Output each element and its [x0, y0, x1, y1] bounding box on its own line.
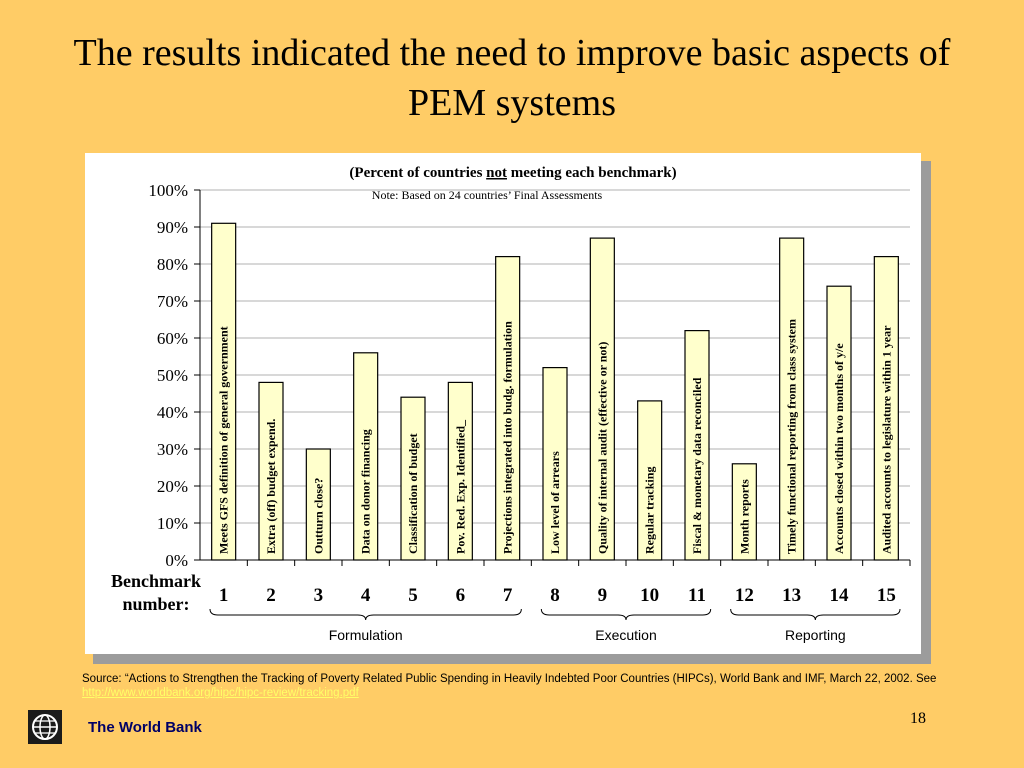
x-tick-label: 11 [688, 585, 706, 606]
group-label: Execution [595, 627, 656, 643]
x-tick-label: 3 [314, 585, 324, 606]
x-tick-label: 13 [782, 585, 801, 606]
bar-label: Fiscal & monetary data reconciled [690, 377, 704, 554]
bar [542, 367, 568, 561]
x-tick-label: 14 [830, 585, 850, 606]
bar [353, 352, 379, 561]
x-tick-label: 1 [219, 585, 229, 606]
x-tick-label: 8 [550, 585, 560, 606]
y-tick-label: 0% [165, 551, 188, 570]
y-tick-label: 50% [157, 366, 188, 385]
bar-label: Quality of internal audit (effective or … [595, 342, 609, 554]
y-tick-label: 100% [148, 181, 188, 200]
benchmark-label: number: [123, 594, 190, 614]
bar-label: Projections integrated into budg. formul… [501, 321, 515, 554]
bar-label: Month reports [737, 479, 751, 554]
benchmark-label: Benchmark [111, 571, 201, 591]
bar [258, 381, 284, 561]
group-bracket [209, 608, 522, 621]
x-tick-label: 9 [598, 585, 608, 606]
group-bracket [540, 608, 712, 621]
chart-subtitle: Note: Based on 24 countries’ Final Asses… [372, 188, 603, 202]
x-tick-label: 5 [408, 585, 418, 606]
org-name: The World Bank [88, 719, 202, 736]
bar [447, 381, 473, 561]
y-tick-label: 20% [157, 477, 188, 496]
y-tick-label: 80% [157, 255, 188, 274]
bar [873, 255, 899, 561]
slide-title: The results indicated the need to improv… [73, 32, 951, 124]
y-tick-label: 40% [157, 403, 188, 422]
globe-icon [32, 714, 58, 740]
x-tick-label: 10 [640, 585, 659, 606]
x-tick-label: 4 [361, 585, 371, 606]
x-tick-label: 15 [877, 585, 896, 606]
y-tick-label: 60% [157, 329, 188, 348]
bar-chart: (Percent of countries not meeting each b… [111, 165, 911, 643]
page-number: 18 [910, 710, 926, 727]
bar-label: Meets GFS definition of general governme… [217, 326, 231, 554]
bar [779, 237, 805, 561]
bar-label: Data on donor financing [359, 429, 373, 554]
bar-label: Accounts closed within two months of y/e [832, 343, 846, 554]
bar-label: Outturn close? [311, 478, 325, 554]
x-tick-label: 2 [266, 585, 276, 606]
group-bracket [730, 608, 901, 621]
y-tick-label: 90% [157, 218, 188, 237]
bar [400, 396, 426, 561]
group-label: Reporting [785, 627, 846, 643]
bar-label: Pov. Red. Exp. Identified_ [453, 419, 467, 554]
bar [684, 330, 710, 561]
x-tick-label: 12 [735, 585, 754, 606]
bar [305, 448, 331, 561]
bar-label: Low level of arrears [548, 451, 562, 554]
bar-label: Classification of budget [406, 433, 420, 554]
source-note: Source: “Actions to Strengthen the Track… [82, 672, 942, 700]
bar-label: Audited accounts to legislature within 1… [879, 325, 893, 554]
bar-label: Regular tracking [643, 467, 657, 554]
world-bank-logo [28, 710, 62, 744]
y-tick-label: 70% [157, 292, 188, 311]
y-tick-label: 10% [157, 514, 188, 533]
bar [637, 400, 663, 561]
bar [826, 285, 852, 561]
bar [731, 463, 757, 561]
y-tick-label: 30% [157, 440, 188, 459]
bar [495, 255, 521, 561]
source-link[interactable]: http://www.worldbank.org/hipc/hipc-revie… [82, 687, 359, 699]
x-tick-label: 6 [456, 585, 466, 606]
source-text: Source: “Actions to Strengthen the Track… [82, 673, 937, 685]
bar [211, 222, 237, 561]
bar [589, 237, 615, 561]
x-tick-label: 7 [503, 585, 513, 606]
group-label: Formulation [329, 627, 403, 643]
bar-label: Timely functional reporting from class s… [785, 319, 799, 554]
bar-label: Extra (off) budget expend. [264, 419, 278, 554]
chart-title: (Percent of countries not meeting each b… [349, 165, 676, 181]
